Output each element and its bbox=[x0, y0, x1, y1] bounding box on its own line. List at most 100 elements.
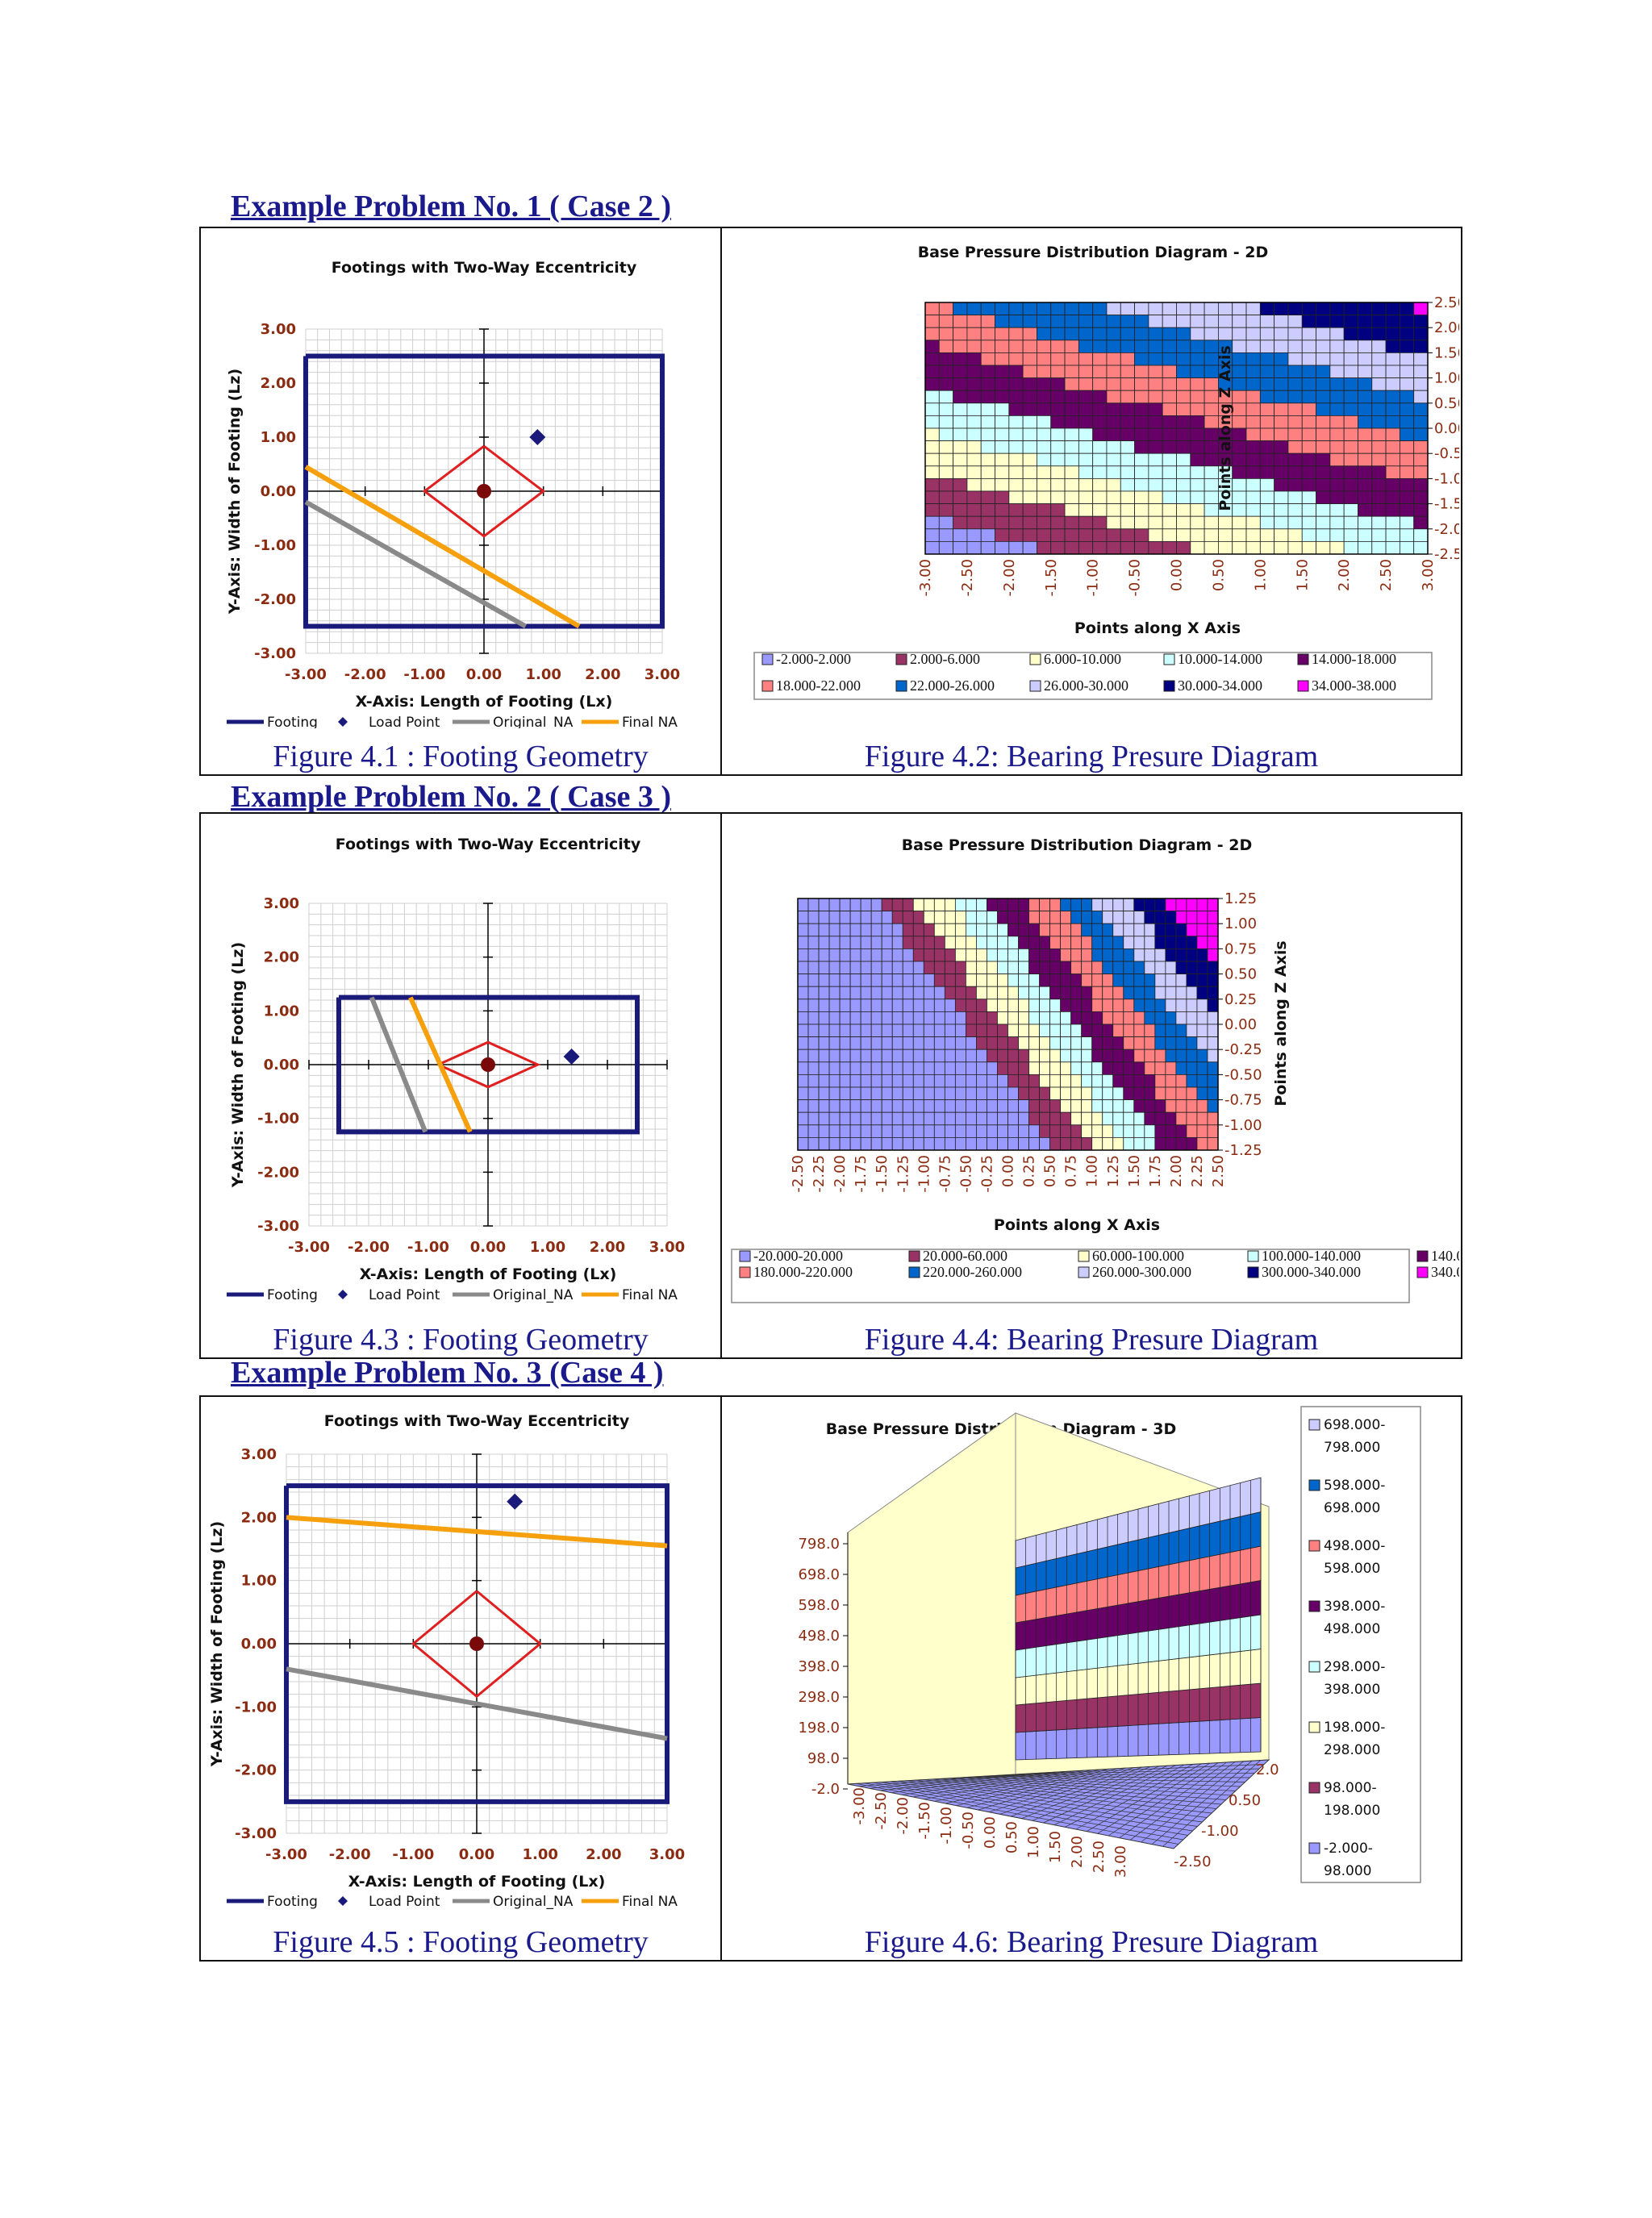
pressure-cell bbox=[1358, 402, 1373, 416]
pressure-cell bbox=[944, 923, 956, 937]
pressure-cell bbox=[923, 1024, 935, 1038]
pressure-cell bbox=[1358, 540, 1373, 555]
pressure-cell bbox=[828, 1061, 841, 1075]
pressure-cell bbox=[1007, 986, 1019, 1000]
pressure-cell bbox=[938, 402, 954, 416]
pressure-cell bbox=[1060, 1024, 1072, 1038]
pressure-cell bbox=[987, 1136, 998, 1151]
pressure-cell bbox=[1371, 365, 1387, 379]
pressure-cell bbox=[987, 1011, 998, 1025]
pressure-cell bbox=[1385, 390, 1400, 404]
pressure-cell bbox=[797, 1049, 809, 1063]
pressure-cell bbox=[1144, 1099, 1156, 1113]
pressure-cell bbox=[1091, 1036, 1103, 1050]
x-tick-label: 1.75 bbox=[1147, 1155, 1164, 1187]
pressure-cell bbox=[987, 1124, 998, 1138]
pressure-cell bbox=[987, 948, 998, 962]
legend-label: 340.000-380.000 bbox=[1431, 1264, 1459, 1280]
x-axis-label: X-Axis: Length of Footing (Lx) bbox=[348, 1873, 606, 1891]
pressure-cell bbox=[1385, 427, 1400, 442]
pressure-cell bbox=[1092, 503, 1108, 517]
pressure-cell bbox=[1301, 415, 1316, 429]
pressure-cell bbox=[1358, 302, 1373, 316]
pressure-cell bbox=[1008, 315, 1024, 328]
pressure-cell bbox=[1049, 1086, 1062, 1101]
pressure-cell bbox=[1385, 377, 1400, 391]
pressure-cell bbox=[1037, 440, 1052, 454]
pressure-cell bbox=[1371, 415, 1387, 429]
pressure-cell bbox=[1399, 365, 1415, 379]
chart-title: Base Pressure Distribution Diagram - 2D bbox=[902, 836, 1253, 854]
pressure-cell bbox=[818, 1099, 830, 1113]
pressure-cell bbox=[1154, 961, 1166, 975]
pressure-cell bbox=[953, 352, 968, 366]
pressure-cell bbox=[1316, 465, 1331, 479]
pressure-cell bbox=[1245, 402, 1261, 416]
pressure-cell bbox=[997, 1111, 1008, 1126]
pressure-cell bbox=[1162, 490, 1177, 505]
pressure-cell bbox=[1112, 936, 1124, 949]
example-1-panel: Footings with Two-Way Eccentricity -3.00-… bbox=[199, 227, 1462, 776]
pressure-cell bbox=[797, 1136, 809, 1151]
pressure-cell bbox=[1245, 415, 1261, 429]
pressure-cell bbox=[1081, 911, 1093, 924]
pressure-cell bbox=[1018, 1111, 1029, 1126]
pressure-cell bbox=[1144, 1011, 1156, 1025]
pressure-cell bbox=[980, 377, 995, 391]
centroid-marker bbox=[469, 1636, 484, 1651]
pressure-cell bbox=[1232, 465, 1247, 479]
pressure-cell bbox=[1316, 340, 1331, 353]
legend-label: Footing bbox=[267, 715, 318, 728]
pressure-cell bbox=[987, 986, 998, 1000]
pressure-cell bbox=[953, 503, 968, 517]
pressure-cell bbox=[1176, 427, 1191, 442]
pressure-cell bbox=[870, 1099, 882, 1113]
pressure-cell bbox=[1050, 327, 1066, 341]
pressure-cell bbox=[1092, 327, 1108, 341]
pressure-cell bbox=[839, 1074, 851, 1088]
pressure-cell bbox=[944, 961, 956, 975]
legend-swatch bbox=[1163, 653, 1175, 665]
pressure-cell bbox=[997, 1011, 1008, 1025]
original-na-line bbox=[304, 499, 528, 629]
x-tick-label: 0.50 bbox=[1210, 559, 1227, 591]
pressure-cell bbox=[1123, 936, 1135, 949]
z-tick-label: 198.0 bbox=[798, 1720, 840, 1736]
y-tick-label: 1.50 bbox=[1434, 344, 1459, 361]
x-axis-label: X-Axis: Length of Footing (Lx) bbox=[360, 1265, 617, 1283]
pressure-cell bbox=[1106, 515, 1121, 530]
pressure-cell bbox=[954, 911, 966, 924]
pressure-cell bbox=[1413, 452, 1429, 467]
legend-swatch bbox=[908, 1266, 920, 1278]
pressure-cell bbox=[891, 1124, 903, 1138]
pressure-cell bbox=[1134, 315, 1149, 328]
pressure-cell bbox=[1070, 1061, 1083, 1075]
pressure-cell bbox=[1078, 327, 1094, 341]
pressure-cell bbox=[1028, 948, 1040, 962]
pressure-cell bbox=[1078, 528, 1094, 542]
pressure-cell bbox=[912, 1124, 924, 1138]
kern-diamond bbox=[422, 444, 546, 538]
pressure-cell bbox=[1274, 477, 1289, 492]
pressure-cell bbox=[1102, 986, 1114, 1000]
pressure-cell bbox=[1190, 440, 1205, 454]
pressure-cell bbox=[980, 340, 995, 353]
pressure-cell bbox=[1329, 340, 1345, 353]
pressure-cell bbox=[1018, 986, 1029, 1000]
pressure-cell bbox=[924, 365, 940, 379]
example-2-panel: Footings with Two-Way Eccentricity -3.00-… bbox=[199, 812, 1462, 1359]
pressure-cell bbox=[1022, 440, 1037, 454]
x-tick-label: 2.50 bbox=[1378, 559, 1395, 591]
pressure-cell bbox=[1022, 302, 1037, 316]
pressure-cell bbox=[1287, 415, 1303, 429]
legend-label: Original_NA bbox=[493, 1287, 574, 1303]
pressure-cell bbox=[818, 1036, 830, 1050]
pressure-cell bbox=[1112, 1086, 1124, 1101]
y-tick-label: 0.00 bbox=[264, 1057, 299, 1074]
z-tick-label: 698.0 bbox=[798, 1566, 840, 1583]
pressure-cell bbox=[1039, 1074, 1051, 1088]
pressure-cell bbox=[1232, 365, 1247, 379]
pressure-cell bbox=[1078, 402, 1094, 416]
pressure-cell bbox=[1196, 1024, 1208, 1038]
pressure-cell bbox=[987, 911, 998, 924]
